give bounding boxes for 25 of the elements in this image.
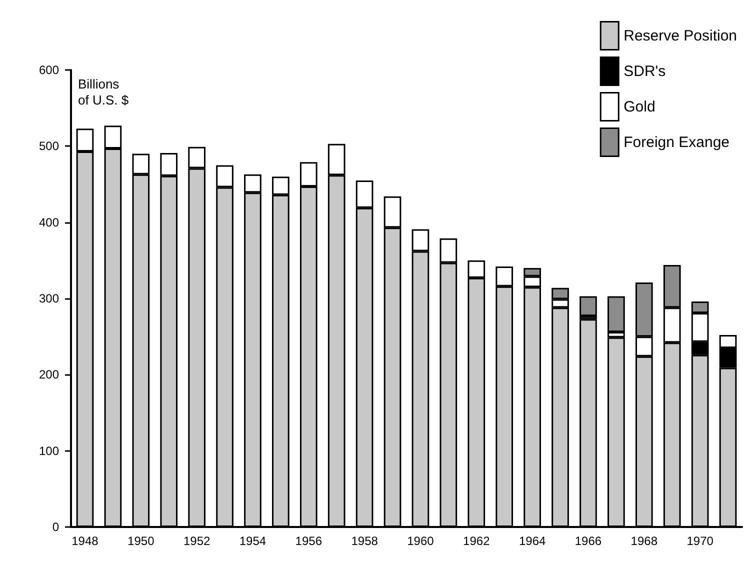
x-tick-label: 1954 bbox=[239, 534, 266, 548]
x-tick-label: 1948 bbox=[72, 534, 99, 548]
legend-label: Foreign Exange bbox=[624, 134, 730, 151]
x-tick-label: 1970 bbox=[686, 534, 714, 548]
y-tick-label: 200 bbox=[38, 368, 60, 382]
x-tick-label: 1960 bbox=[407, 534, 434, 548]
x-tick-label: 1952 bbox=[183, 534, 210, 548]
y-tick-label: 300 bbox=[38, 292, 60, 306]
x-tick-label: 1962 bbox=[463, 534, 490, 548]
y-axis-title: Billions of U.S. $ bbox=[78, 76, 130, 108]
x-tick-label: 1956 bbox=[295, 534, 322, 548]
x-tick-label: 1966 bbox=[574, 534, 602, 548]
y-tick-label: 600 bbox=[38, 63, 60, 77]
y-tick-label: 100 bbox=[38, 444, 60, 458]
x-tick-label: 1964 bbox=[518, 534, 546, 548]
y-tick-label: 400 bbox=[38, 215, 60, 230]
legend-label: SDR's bbox=[624, 62, 666, 80]
y-tick-label: 0 bbox=[52, 520, 60, 534]
bar bbox=[580, 296, 597, 316]
y-tick-label: 500 bbox=[38, 139, 60, 154]
legend-label: Reserve Position bbox=[624, 27, 738, 44]
x-tick-label: 1950 bbox=[128, 534, 155, 548]
x-tick-label: 1958 bbox=[351, 534, 378, 548]
x-tick-label: 1968 bbox=[630, 534, 658, 548]
legend-label: Gold bbox=[624, 98, 656, 116]
